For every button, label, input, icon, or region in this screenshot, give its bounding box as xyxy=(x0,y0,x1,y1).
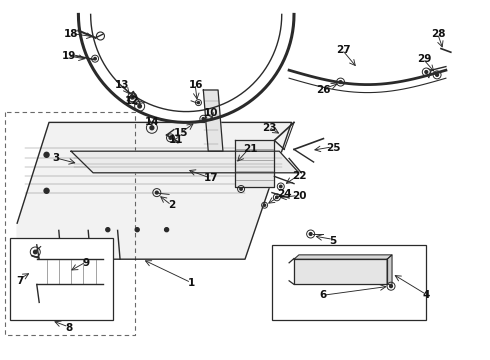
Text: 11: 11 xyxy=(169,135,184,145)
Polygon shape xyxy=(294,259,387,284)
Text: 7: 7 xyxy=(16,276,24,286)
Text: 29: 29 xyxy=(416,54,431,64)
Text: 25: 25 xyxy=(326,143,341,153)
Polygon shape xyxy=(235,140,274,187)
Circle shape xyxy=(135,228,139,232)
Circle shape xyxy=(169,136,172,139)
Text: 6: 6 xyxy=(320,290,327,300)
Circle shape xyxy=(150,126,154,130)
Circle shape xyxy=(436,73,439,76)
Text: 17: 17 xyxy=(203,173,218,183)
Circle shape xyxy=(202,118,205,120)
FancyBboxPatch shape xyxy=(272,245,426,320)
Circle shape xyxy=(279,185,282,188)
Circle shape xyxy=(94,58,97,60)
Text: 24: 24 xyxy=(277,189,292,199)
Text: 26: 26 xyxy=(316,85,331,95)
Text: 3: 3 xyxy=(53,153,60,163)
Circle shape xyxy=(155,191,158,194)
Polygon shape xyxy=(203,90,223,151)
Circle shape xyxy=(44,188,49,193)
Polygon shape xyxy=(294,255,392,259)
Text: 15: 15 xyxy=(174,128,189,138)
Circle shape xyxy=(138,104,142,108)
Polygon shape xyxy=(387,255,392,284)
Circle shape xyxy=(339,81,342,84)
Circle shape xyxy=(197,102,199,104)
Circle shape xyxy=(165,228,169,232)
Circle shape xyxy=(390,285,392,288)
Text: 5: 5 xyxy=(330,236,337,246)
Text: 14: 14 xyxy=(145,117,159,127)
Polygon shape xyxy=(71,151,299,173)
Text: 4: 4 xyxy=(422,290,430,300)
Circle shape xyxy=(425,71,428,73)
Text: 21: 21 xyxy=(243,144,257,154)
Text: 1: 1 xyxy=(188,278,195,288)
Text: 20: 20 xyxy=(292,191,306,201)
Text: 19: 19 xyxy=(61,51,76,61)
Text: 10: 10 xyxy=(203,108,218,118)
Circle shape xyxy=(275,196,278,198)
Text: 16: 16 xyxy=(189,80,203,90)
Circle shape xyxy=(44,152,49,157)
Circle shape xyxy=(309,233,312,235)
Text: 23: 23 xyxy=(262,123,277,133)
Text: 12: 12 xyxy=(125,96,140,106)
Text: 22: 22 xyxy=(292,171,306,181)
Text: 9: 9 xyxy=(82,258,89,268)
Circle shape xyxy=(106,228,110,232)
FancyBboxPatch shape xyxy=(10,238,113,320)
Circle shape xyxy=(130,95,134,99)
Text: 13: 13 xyxy=(115,80,130,90)
Text: 8: 8 xyxy=(65,323,72,333)
Text: 28: 28 xyxy=(431,29,446,39)
Text: 2: 2 xyxy=(168,200,175,210)
Circle shape xyxy=(240,188,242,190)
Text: 18: 18 xyxy=(64,29,78,39)
Text: 27: 27 xyxy=(336,45,350,55)
Circle shape xyxy=(264,204,266,206)
Polygon shape xyxy=(17,122,292,259)
Circle shape xyxy=(33,250,37,254)
